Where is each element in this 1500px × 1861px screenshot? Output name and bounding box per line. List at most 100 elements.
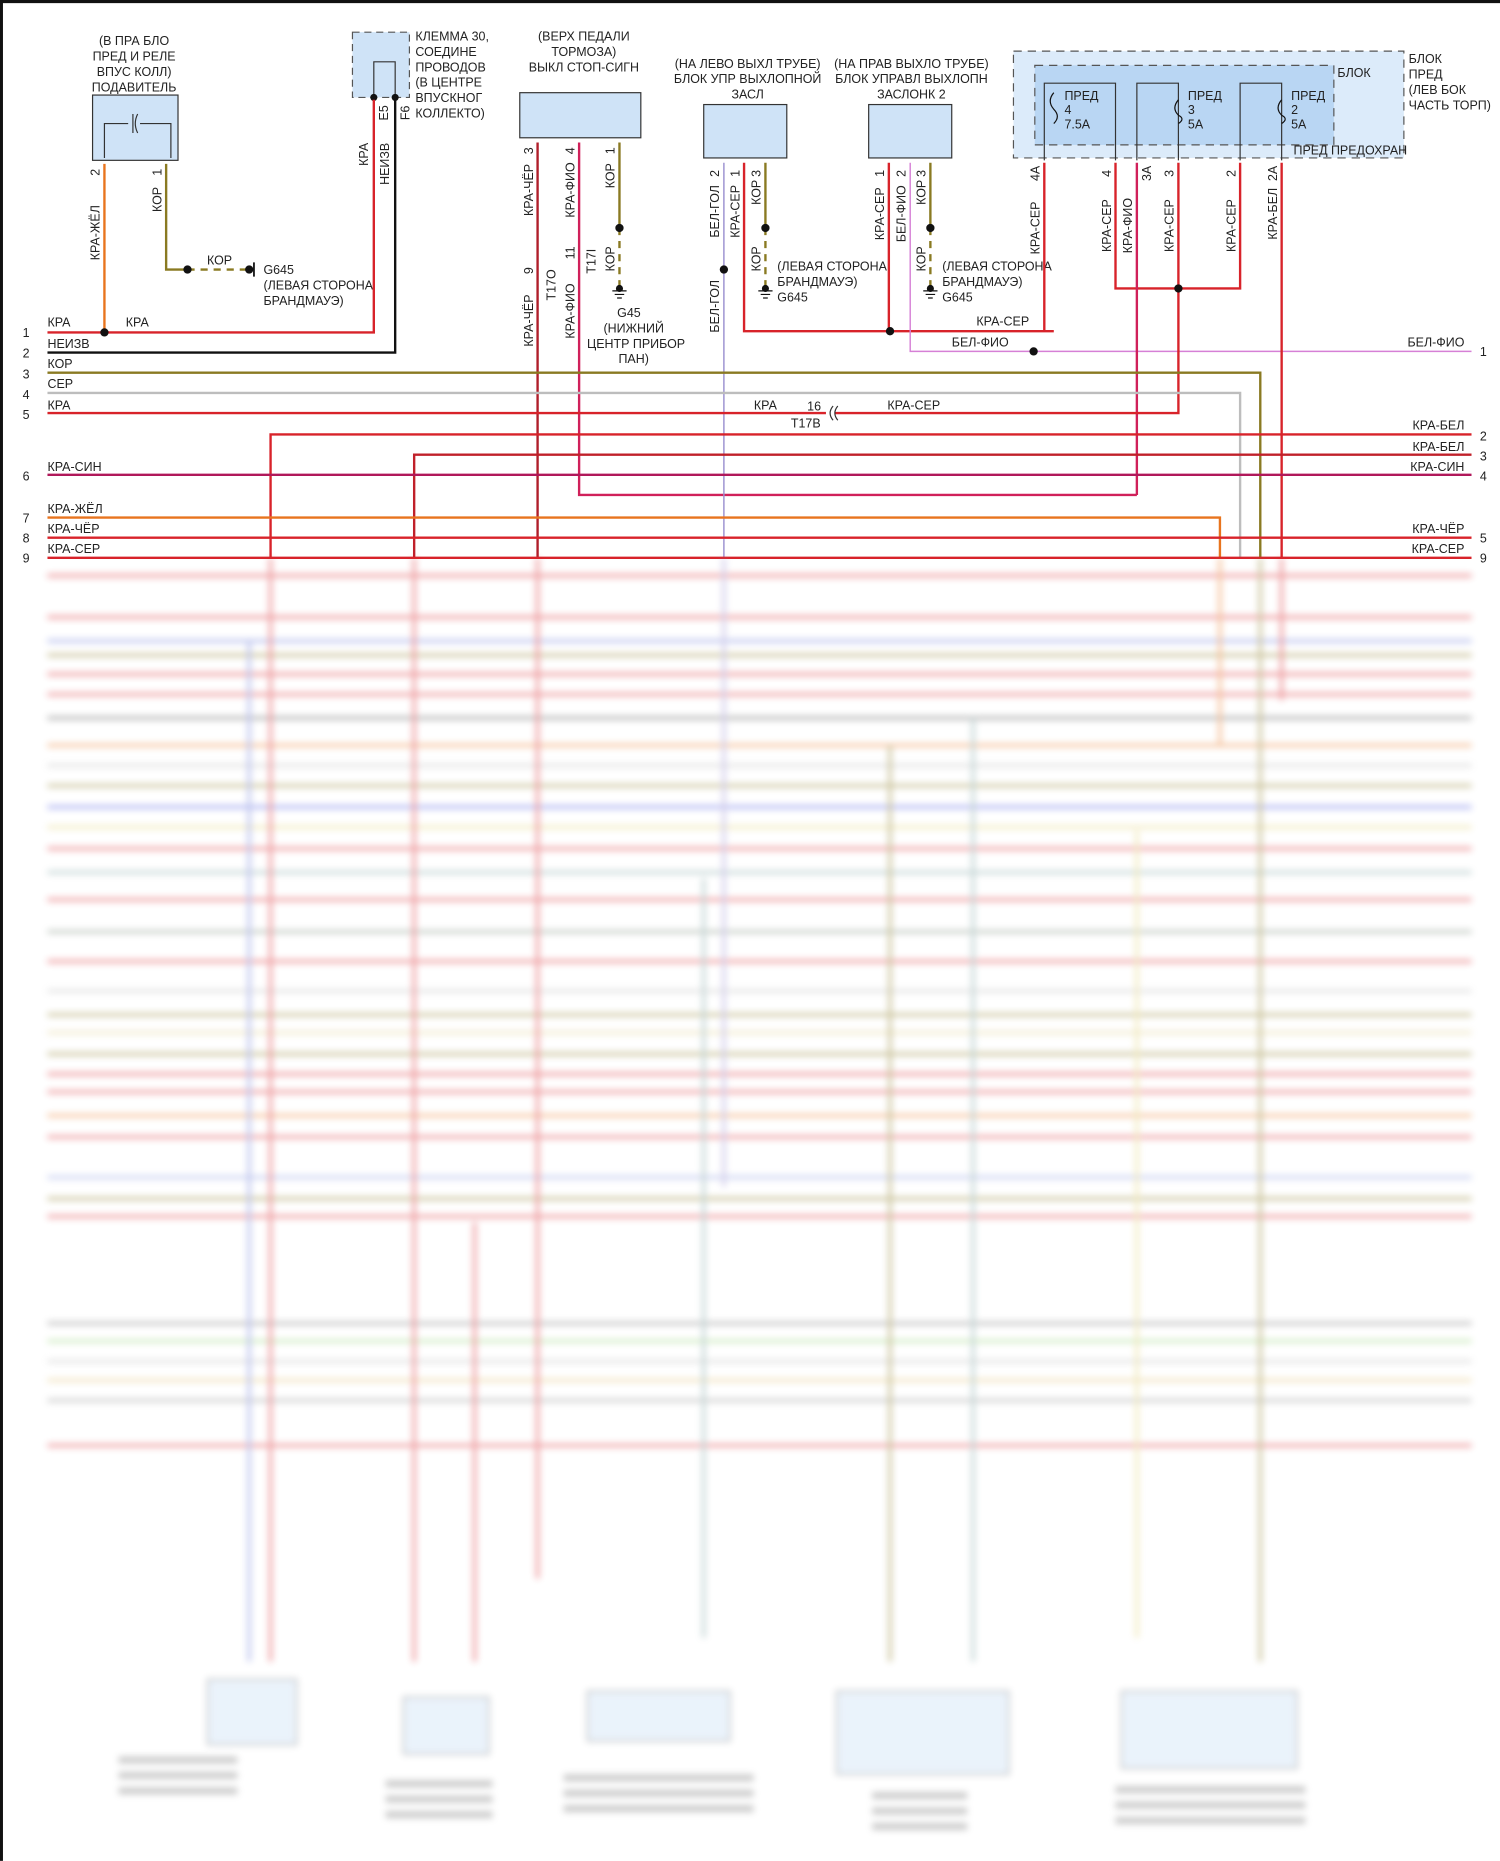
suppressor-title: ПРЕД И РЕЛЕ: [93, 50, 176, 64]
row-number: 4: [1480, 470, 1487, 484]
row-label: КРА-ЖЁЛ: [47, 502, 102, 516]
fuse-block-title: БЛОК: [1337, 66, 1371, 80]
row-label: КРА-СЕР: [47, 542, 100, 556]
ground-icon: [923, 290, 938, 299]
obscured-label: [118, 1756, 238, 1764]
capacitor-symbol: [103, 122, 172, 158]
row-label: КРА-ЧЁР: [47, 522, 99, 536]
row-label: КРА: [47, 315, 71, 329]
wire-row3-kor: [47, 371, 1262, 558]
pin-label: 3: [750, 170, 764, 177]
terminal30-title: КОЛЛЕКТО): [415, 107, 484, 121]
obscured-label: [563, 1789, 754, 1797]
suppressor-title: (В ПРА БЛО: [99, 34, 169, 48]
splice-dot: [761, 223, 770, 233]
exhaust-flap-2-title: БЛОК УПРАВЛ ВЫХЛОПН: [835, 72, 988, 86]
wire-label: БЕЛ-ФИО: [894, 185, 908, 242]
exhaust-flap-2-component: (НА ПРАВ ВЫХЛО ТРУБЕ) БЛОК УПРАВЛ ВЫХЛОП…: [834, 57, 989, 177]
pin-label: 2: [894, 170, 908, 177]
obscured-label: [385, 1795, 493, 1803]
wire-label: КРА-ЧЁР: [522, 164, 536, 216]
wire-label: КРА-СЕР: [976, 314, 1029, 328]
ground-label: G645: [942, 291, 973, 305]
row-number: 5: [23, 408, 30, 422]
pin-label: 2: [1224, 170, 1238, 177]
fuse-rating: 7.5A: [1064, 117, 1090, 131]
fuse-name: ПРЕД: [1291, 89, 1326, 103]
splice-dot: [245, 265, 254, 274]
splice-dot: [1174, 284, 1183, 293]
row-number: 1: [23, 326, 30, 340]
wire-label: КРА: [754, 399, 778, 413]
pin-label: 4: [1100, 170, 1114, 177]
obscured-label: [1115, 1801, 1306, 1809]
obscured-label: [118, 1771, 238, 1779]
fuse-block-location: ПРЕД: [1409, 67, 1444, 81]
connector-label: T17B: [791, 416, 821, 430]
fuse-block-component: ПРЕД 4 7.5A ПРЕД 3 5A ПРЕД 2 5A БЛОК ПРЕ…: [1012, 50, 1491, 181]
pin-label: 3: [915, 170, 929, 177]
splice-dot: [926, 223, 935, 233]
exhaust-flap-1-title: БЛОК УПР ВЫХЛОПНОЙ: [674, 71, 821, 86]
terminal30-title: СОЕДИНЕ: [415, 45, 476, 59]
obscured-label: [872, 1792, 968, 1800]
wire-label: КРА-БЕЛ: [1266, 188, 1280, 240]
obscured-component-box: [207, 1678, 298, 1746]
wire-label: КРА: [126, 315, 150, 329]
row-label: КРА-БЕЛ: [1413, 440, 1465, 454]
fuse-2-circuit: [1239, 82, 1283, 161]
wire-label: КОР: [915, 246, 929, 271]
wire-kra-ser: [742, 162, 891, 333]
wire-label: КРА-ЧЁР: [522, 294, 536, 346]
brake-switch-title: (ВЕРХ ПЕДАЛИ: [538, 29, 630, 43]
terminal30-component: E5 F6 КЛЕММА 30, СОЕДИНЕ ПРОВОДОВ (В ЦЕН…: [351, 29, 489, 121]
fuse-rating: 5A: [1188, 117, 1204, 131]
connector-icon: [829, 405, 839, 421]
row-number: 3: [1480, 450, 1487, 464]
pin-label: 1: [150, 169, 164, 176]
wire-label: БЕЛ-ГОЛ: [708, 280, 722, 333]
fuse-block-inner: [1034, 64, 1335, 146]
row-label: КРА: [47, 399, 71, 413]
ground-label: G645: [263, 263, 294, 277]
splice-dot: [183, 265, 192, 274]
wire-label: НЕИЗВ: [378, 143, 392, 185]
fuse-3-circuit: [1136, 82, 1179, 161]
row-label: КОР: [47, 357, 72, 371]
capacitor-icon: [132, 113, 139, 134]
wire-right3-kra-bel: [412, 453, 1472, 558]
pin-label: 3A: [1140, 165, 1154, 181]
wire-label: КРА: [357, 142, 371, 166]
fuse-number: 3: [1188, 103, 1195, 117]
wire-label: КРА-СЕР: [1163, 199, 1177, 252]
row-number: 9: [23, 552, 30, 566]
wire-label: БЕЛ-ФИО: [952, 336, 1009, 350]
wire-label: БЕЛ-ГОЛ: [708, 185, 722, 238]
ground-location: БРАНДМАУЭ): [777, 275, 857, 289]
fuse-block-location: ЧАСТЬ ТОРП): [1409, 98, 1491, 112]
brake-switch-component: (ВЕРХ ПЕДАЛИ ТОРМОЗА) ВЫКЛ СТОП-СИГН 3 4…: [519, 29, 642, 154]
splice-dot: [100, 328, 109, 337]
obscured-lower-section: [47, 557, 1472, 1831]
ground-location: ЦЕНТР ПРИБОР: [587, 337, 685, 351]
terminal30-title: КЛЕММА 30,: [415, 29, 489, 43]
wire-row4-ser: [47, 391, 1242, 558]
ground-dot: [615, 284, 624, 293]
splice-dot: [719, 265, 729, 274]
row-number: 7: [23, 511, 30, 525]
connector-label: T17I: [585, 249, 599, 274]
wire-label: КОР: [207, 254, 232, 268]
wire-label: КРА-СЕР: [728, 185, 742, 238]
pin-label: 3: [522, 147, 536, 154]
row-number: 3: [23, 368, 30, 382]
fuse-name: ПРЕД: [1064, 89, 1099, 103]
fuse-number: 2: [1291, 103, 1298, 117]
row-label: КРА-СИН: [1410, 460, 1464, 474]
exhaust-flap-1-box: [703, 103, 788, 159]
row-label: СЕР: [47, 377, 73, 391]
row-number: 2: [1480, 429, 1487, 443]
exhaust-flap-2-box: [868, 103, 953, 159]
row-number: 4: [23, 388, 30, 402]
wire-label: КРА-ФИО: [1121, 198, 1135, 254]
row-number: 9: [1480, 552, 1487, 566]
